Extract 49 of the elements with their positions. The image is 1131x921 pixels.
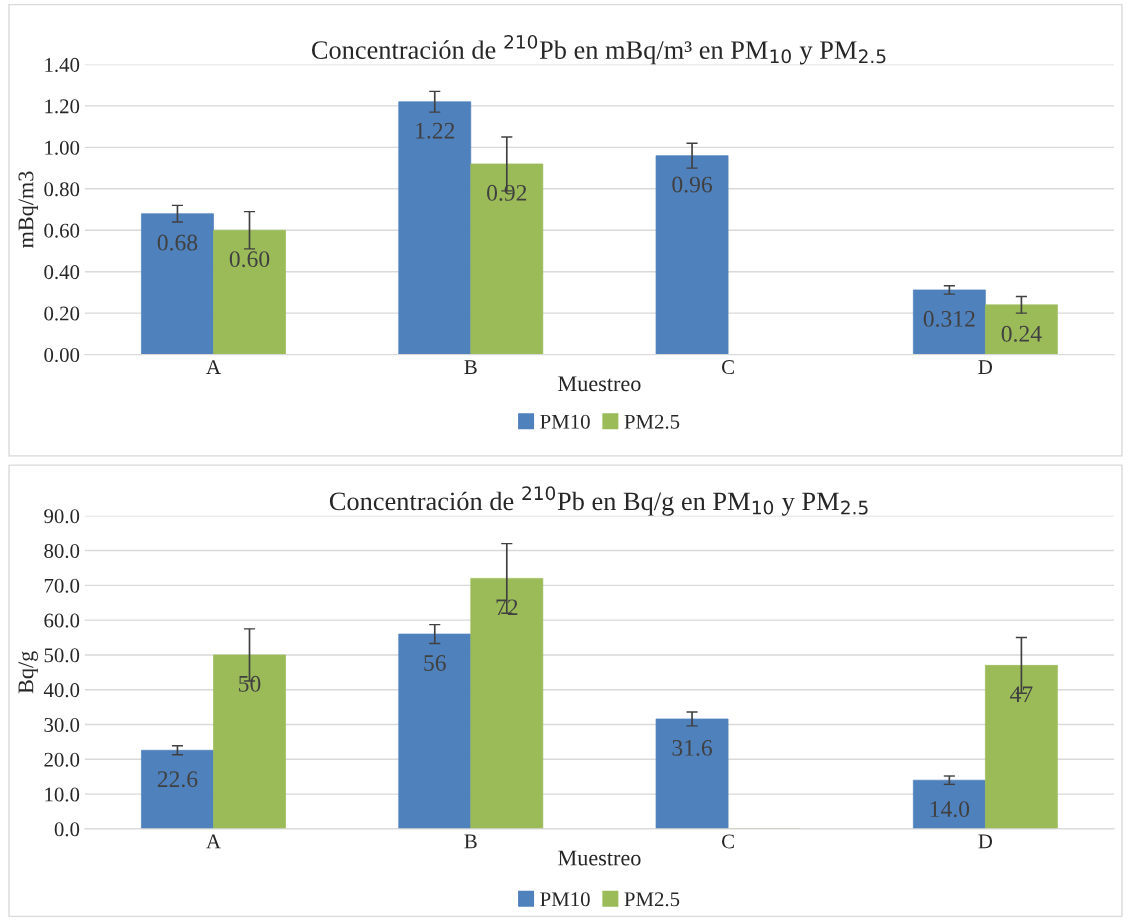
- data-label: 47: [1010, 686, 1033, 703]
- y-tick-label: 1.40: [45, 57, 80, 72]
- x-axis-title: Muestreo: [558, 850, 641, 866]
- y-tick-label: 0.40: [44, 265, 80, 280]
- y-tick-label: 10.0: [45, 787, 80, 802]
- chart-title: Concentración de $^{210}$Pb en Bq/g en PM$_{10}$ y PM$_{2.5}$: [329, 486, 868, 516]
- chart-title: Concentración de $^{210}$Pb en mBq/m³ en PM$_{10}$ y PM$_{2.5}$: [311, 34, 886, 65]
- y-tick-label: 40.0: [43, 683, 80, 698]
- legend-label: PM2.5: [624, 892, 680, 907]
- x-tick-label: D: [978, 834, 993, 849]
- y-tick-label: 30.0: [44, 717, 80, 733]
- data-label: 0.68: [157, 234, 198, 251]
- y-axis-title: Bq/g: [18, 651, 38, 694]
- data-label: 1.22: [416, 122, 455, 139]
- data-label: 0.312: [923, 310, 975, 327]
- y-tick-label: 0.20: [44, 306, 80, 321]
- x-tick-label: A: [206, 360, 221, 374]
- x-axis-title: Muestreo: [558, 376, 641, 392]
- y-tick-label: 80.0: [44, 543, 80, 559]
- x-tick-label: D: [978, 360, 993, 374]
- y-tick-label: 70.0: [44, 578, 80, 593]
- x-tick-label: B: [464, 360, 477, 374]
- data-label: 0.24: [1001, 325, 1042, 342]
- y-tick-label: 60.0: [44, 613, 80, 628]
- x-tick-label: A: [206, 834, 221, 849]
- legend-label: PM2.5: [624, 414, 680, 429]
- y-tick-label: 0.60: [44, 223, 80, 238]
- data-label: 56: [424, 655, 446, 671]
- y-tick-label: 1.00: [45, 140, 80, 155]
- legend-label: PM10: [540, 414, 590, 429]
- data-label: 22.6: [157, 771, 198, 788]
- y-tick-label: 20.0: [44, 752, 80, 767]
- data-label: 0.60: [229, 251, 270, 268]
- x-tick-label: C: [721, 834, 734, 849]
- y-tick-label: 0.80: [44, 182, 80, 197]
- y-tick-label: 0.0: [54, 822, 80, 837]
- data-label: 0.92: [487, 184, 527, 201]
- y-axis-title: mBq/m3: [18, 171, 38, 248]
- data-label: 50: [239, 675, 261, 692]
- data-label: 31.6: [672, 739, 713, 756]
- y-tick-label: 0.00: [44, 347, 80, 363]
- x-tick-label: C: [721, 360, 734, 375]
- y-tick-label: 1.20: [45, 99, 80, 114]
- y-tick-label: 90.0: [44, 509, 80, 524]
- legend-label: PM10: [540, 892, 590, 907]
- data-label: 0.96: [672, 176, 713, 193]
- y-tick-label: 50.0: [44, 648, 80, 663]
- x-tick-label: B: [464, 834, 477, 849]
- data-label: 14.0: [930, 801, 970, 818]
